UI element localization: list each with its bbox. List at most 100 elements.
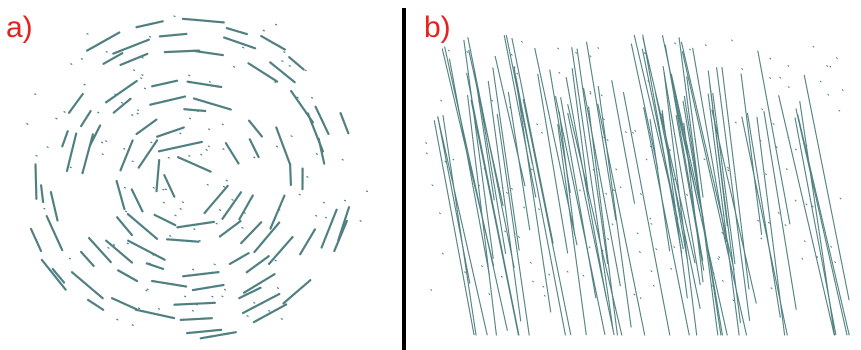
- panel-label: a): [6, 11, 33, 44]
- point-stroke: [532, 169, 533, 170]
- point-stroke: [572, 48, 613, 330]
- point-stroke: [795, 200, 796, 201]
- point-stroke: [281, 319, 282, 320]
- point-stroke: [194, 229, 195, 230]
- point-stroke: [735, 122, 736, 123]
- point-stroke: [261, 36, 285, 50]
- point-stroke: [115, 94, 116, 95]
- point-stroke: [241, 222, 261, 243]
- point-stroke: [510, 107, 511, 108]
- point-stroke: [465, 272, 466, 273]
- point-stroke: [102, 154, 103, 155]
- point-stroke: [558, 125, 587, 335]
- point-stroke: [106, 52, 107, 53]
- point-stroke: [842, 90, 843, 91]
- point-stroke: [489, 294, 490, 295]
- point-stroke: [432, 185, 433, 186]
- point-stroke: [524, 207, 525, 208]
- point-stroke: [612, 81, 635, 204]
- point-stroke: [134, 70, 135, 71]
- point-stroke: [247, 256, 269, 272]
- point-stroke: [239, 196, 253, 220]
- point-stroke: [467, 52, 468, 53]
- point-stroke: [269, 237, 293, 264]
- point-stroke: [522, 41, 523, 42]
- point-stroke: [185, 296, 186, 297]
- point-stroke: [770, 58, 771, 59]
- point-stroke: [137, 113, 138, 114]
- point-stroke: [602, 250, 603, 251]
- point-stroke: [634, 294, 635, 295]
- point-stroke: [71, 64, 72, 65]
- point-stroke: [189, 75, 190, 76]
- point-stroke: [177, 222, 214, 227]
- point-stroke: [69, 258, 70, 259]
- point-stroke: [590, 56, 591, 57]
- point-stroke: [771, 288, 772, 289]
- point-stroke: [512, 39, 553, 244]
- point-stroke: [31, 229, 41, 251]
- point-stroke: [84, 84, 85, 85]
- point-stroke: [41, 185, 43, 202]
- point-stroke: [695, 140, 696, 141]
- point-stroke: [117, 319, 118, 320]
- point-stroke: [278, 288, 279, 289]
- point-stroke: [220, 210, 221, 211]
- point-stroke: [723, 281, 724, 282]
- point-stroke: [558, 48, 559, 49]
- point-stroke: [709, 171, 710, 172]
- point-stroke: [163, 189, 164, 190]
- point-stroke: [507, 193, 508, 194]
- point-stroke: [106, 81, 137, 102]
- point-stroke: [189, 156, 190, 157]
- point-stroke: [276, 24, 277, 25]
- point-stroke: [284, 280, 311, 303]
- point-stroke: [150, 96, 185, 104]
- point-stroke: [153, 188, 154, 189]
- point-stroke: [254, 303, 255, 304]
- point-stroke: [178, 157, 211, 172]
- point-stroke: [776, 147, 777, 148]
- point-stroke: [583, 275, 584, 276]
- point-stroke: [756, 188, 757, 189]
- point-stroke: [44, 208, 45, 209]
- point-stroke: [170, 236, 171, 237]
- point-stroke: [226, 180, 227, 181]
- point-stroke: [535, 48, 577, 245]
- point-stroke: [779, 96, 835, 335]
- point-stroke: [117, 181, 125, 209]
- point-stroke: [713, 273, 714, 274]
- panel-label: b): [424, 11, 451, 44]
- point-stroke: [766, 174, 767, 175]
- point-stroke: [193, 285, 224, 290]
- point-stroke: [212, 296, 213, 297]
- point-stroke: [279, 210, 280, 211]
- point-stroke: [190, 118, 191, 119]
- point-stroke: [531, 262, 532, 263]
- point-stroke: [138, 110, 139, 111]
- point-stroke: [795, 118, 836, 335]
- point-stroke: [122, 103, 123, 104]
- point-stroke: [559, 72, 560, 73]
- point-stroke: [675, 179, 676, 180]
- point-stroke: [758, 51, 790, 224]
- point-stroke: [831, 246, 832, 247]
- point-stroke: [651, 271, 652, 272]
- point-stroke: [830, 66, 831, 67]
- point-stroke: [637, 233, 638, 234]
- point-stroke: [316, 216, 317, 217]
- point-stroke: [234, 67, 235, 68]
- point-stroke: [580, 190, 581, 191]
- point-stroke: [136, 310, 174, 318]
- point-stroke: [83, 134, 93, 173]
- point-stroke: [820, 81, 821, 82]
- point-stroke: [276, 128, 290, 165]
- point-stroke: [316, 107, 329, 135]
- point-stroke: [67, 133, 76, 171]
- point-stroke: [590, 92, 591, 93]
- point-stroke: [147, 289, 148, 290]
- point-stroke: [140, 247, 141, 248]
- point-stroke: [601, 95, 602, 96]
- point-stroke: [224, 187, 225, 188]
- point-stroke: [773, 124, 774, 125]
